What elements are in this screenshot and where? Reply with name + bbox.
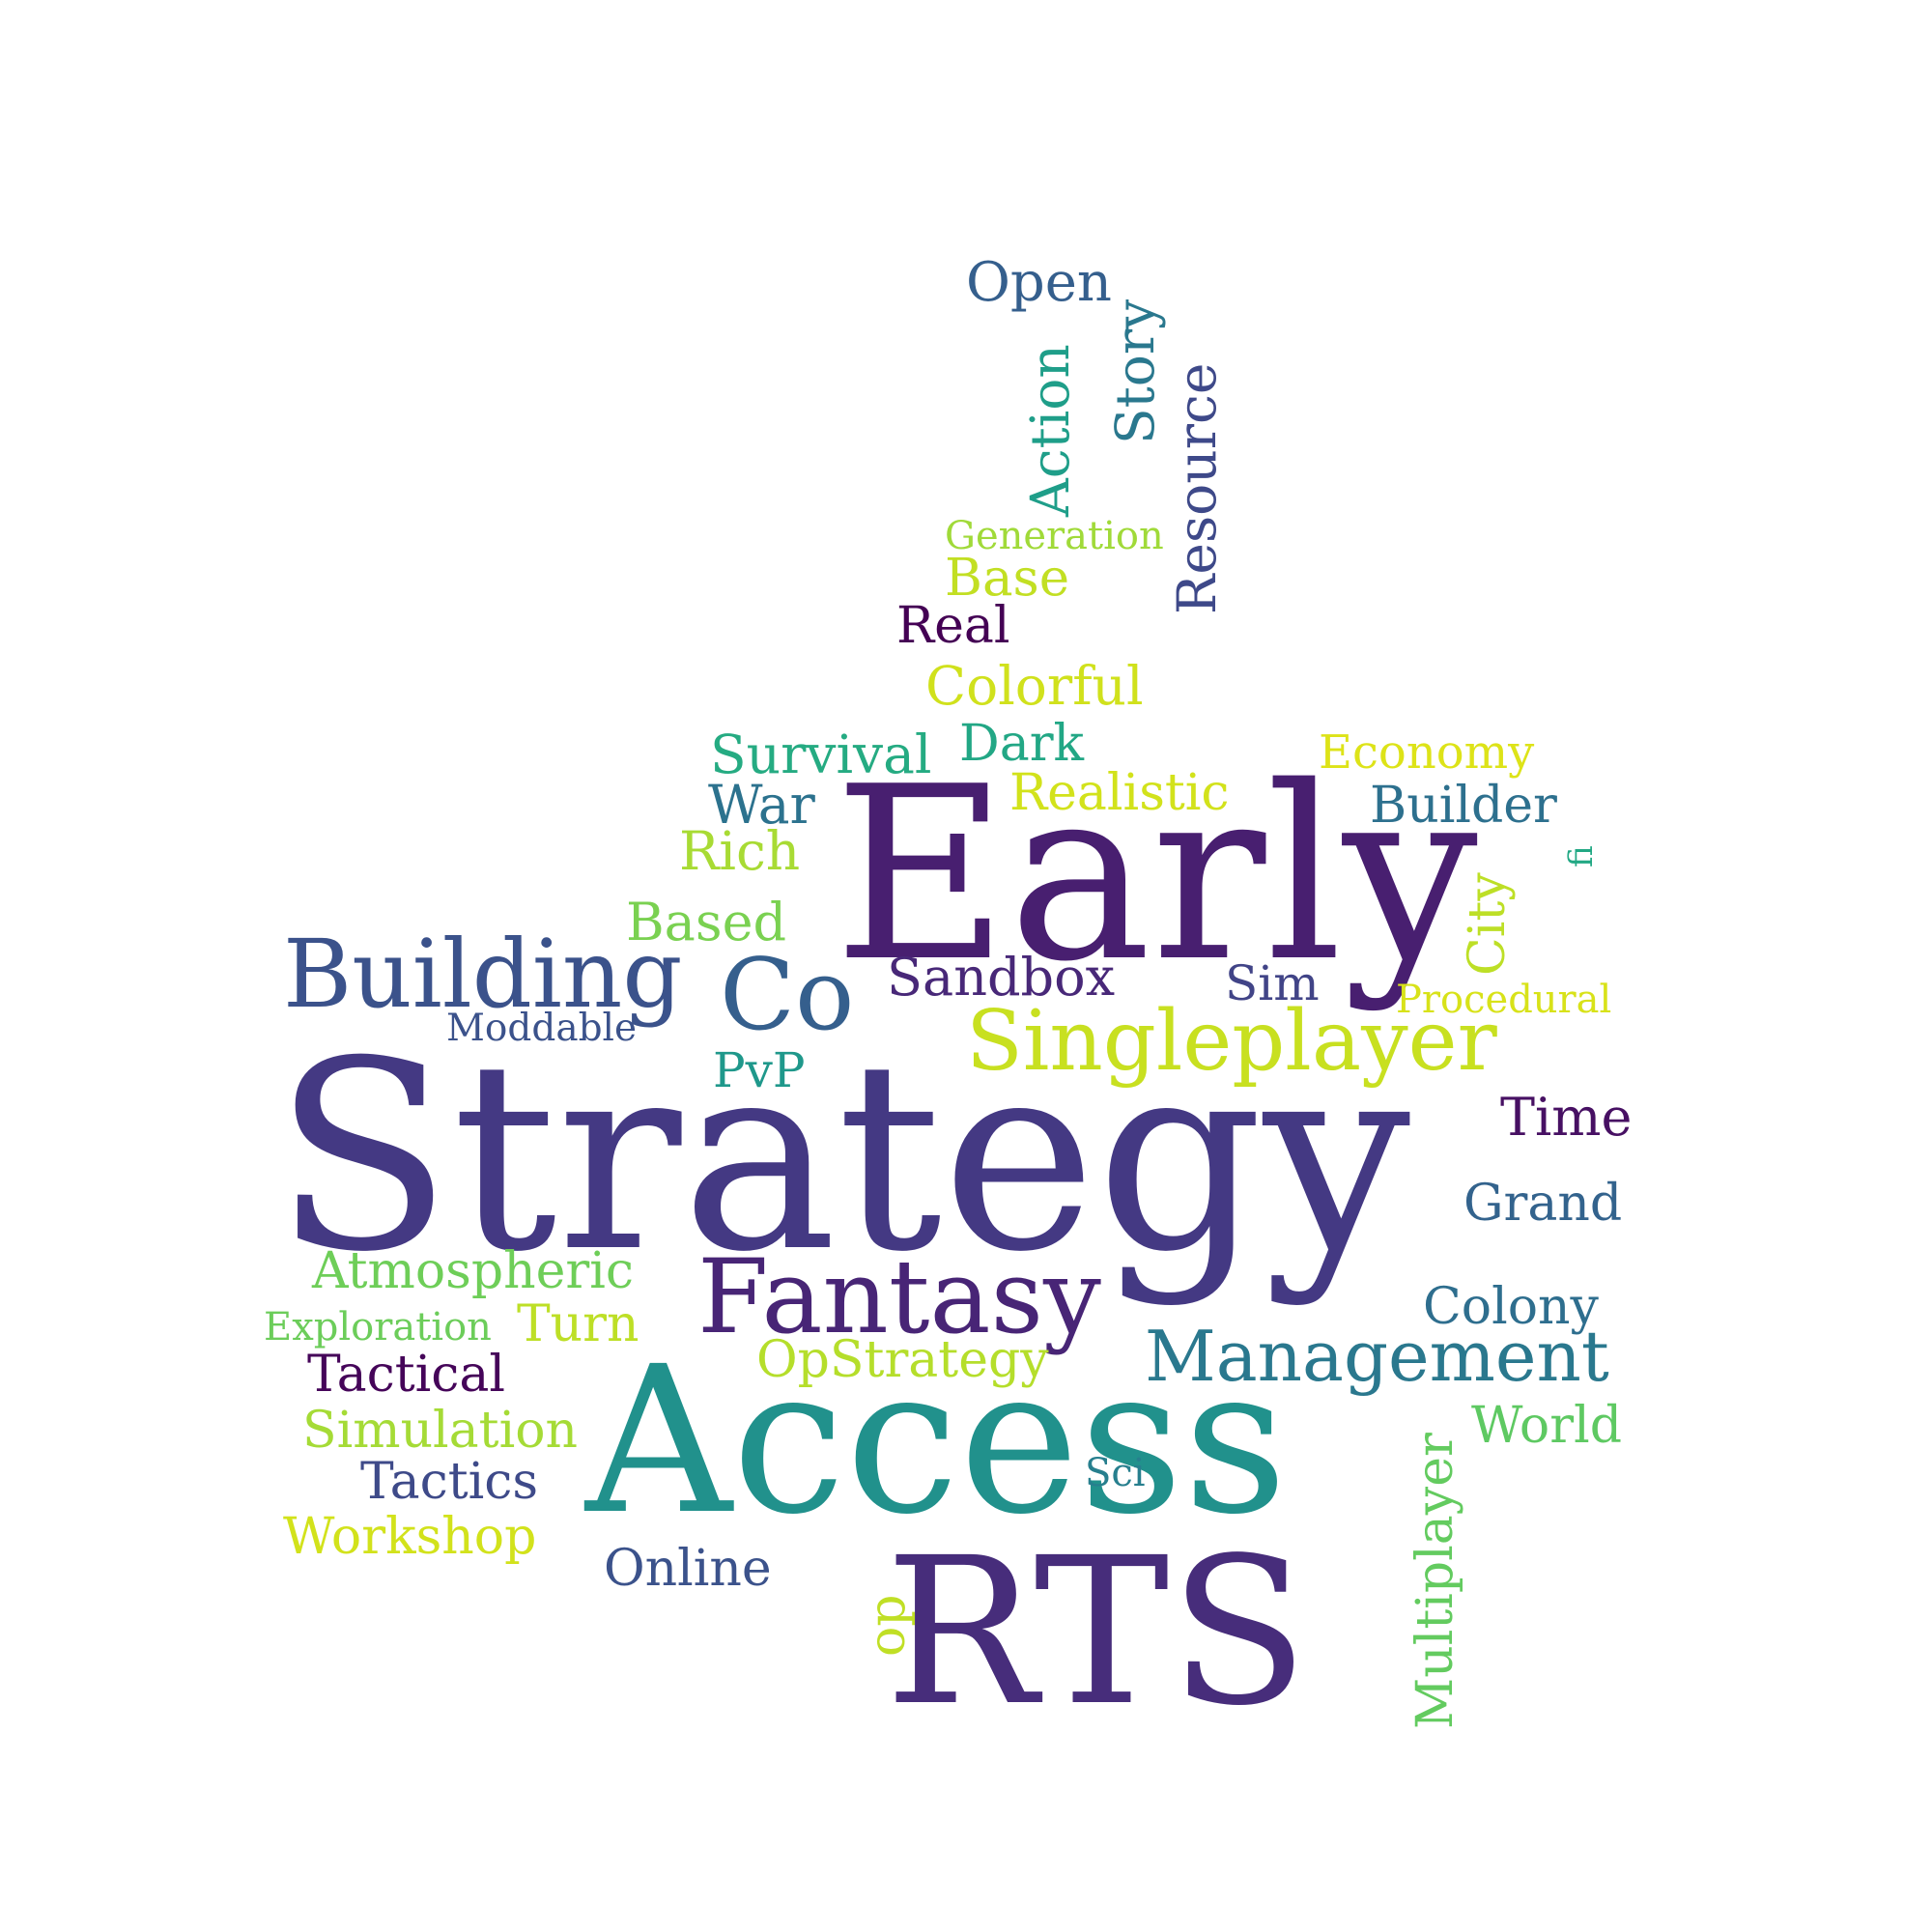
word-early: Early xyxy=(834,736,1478,1014)
word-sci: Sci xyxy=(1085,1451,1146,1495)
word-tactical: Tactical xyxy=(307,1346,506,1404)
word-singleplayer: Singleplayer xyxy=(966,993,1497,1090)
word-building: Building xyxy=(283,920,683,1029)
word-rich: Rich xyxy=(679,820,801,882)
word-fantasy: Fantasy xyxy=(697,1237,1101,1356)
word-action: Action xyxy=(1019,344,1081,517)
word-co: Co xyxy=(720,938,855,1053)
word-sim: Sim xyxy=(1225,955,1320,1011)
word-dark: Dark xyxy=(959,715,1085,773)
word-op: op xyxy=(859,1594,917,1657)
word-time: Time xyxy=(1500,1087,1633,1148)
word-real: Real xyxy=(896,597,1010,655)
word-workshop: Workshop xyxy=(283,1508,537,1566)
word-simulation: Simulation xyxy=(302,1402,579,1460)
word-open: Open xyxy=(966,251,1112,314)
word-tactics: Tactics xyxy=(360,1453,539,1511)
word-opstrategy: OpStrategy xyxy=(756,1331,1049,1389)
word-grand: Grand xyxy=(1463,1175,1623,1233)
word-pvp: PvP xyxy=(713,1042,806,1098)
word-world: World xyxy=(1471,1397,1622,1455)
word-realistic: Realistic xyxy=(1009,764,1230,822)
word-strategy: Strategy xyxy=(273,1005,1411,1309)
word-online: Online xyxy=(604,1540,772,1598)
word-economy: Economy xyxy=(1319,725,1535,780)
word-resource: Resource xyxy=(1166,362,1228,614)
word-colorful: Colorful xyxy=(925,655,1144,717)
word-exploration: Exploration xyxy=(264,1305,492,1350)
word-procedural: Procedural xyxy=(1396,978,1612,1022)
word-survival: Survival xyxy=(710,724,932,785)
word-builder: Builder xyxy=(1370,777,1557,835)
word-turn: Turn xyxy=(517,1295,639,1353)
word-war: War xyxy=(708,774,815,836)
word-colony: Colony xyxy=(1423,1278,1599,1336)
word-sandbox: Sandbox xyxy=(887,947,1116,1008)
word-based: Based xyxy=(626,892,787,952)
word-management: Management xyxy=(1145,1316,1609,1397)
word-story: Story xyxy=(1104,298,1166,444)
word-base: Base xyxy=(945,549,1070,608)
word-atmospheric: Atmospheric xyxy=(312,1242,634,1300)
word-moddable: Moddable xyxy=(446,1007,638,1050)
word-fi: fi xyxy=(1562,845,1601,867)
word-access: Access xyxy=(585,1322,1288,1559)
word-multiplayer: Multiplayer xyxy=(1406,1433,1464,1729)
word-city: City xyxy=(1459,872,1517,976)
word-generation: Generation xyxy=(945,514,1164,558)
word-rts: RTS xyxy=(885,1514,1309,1750)
